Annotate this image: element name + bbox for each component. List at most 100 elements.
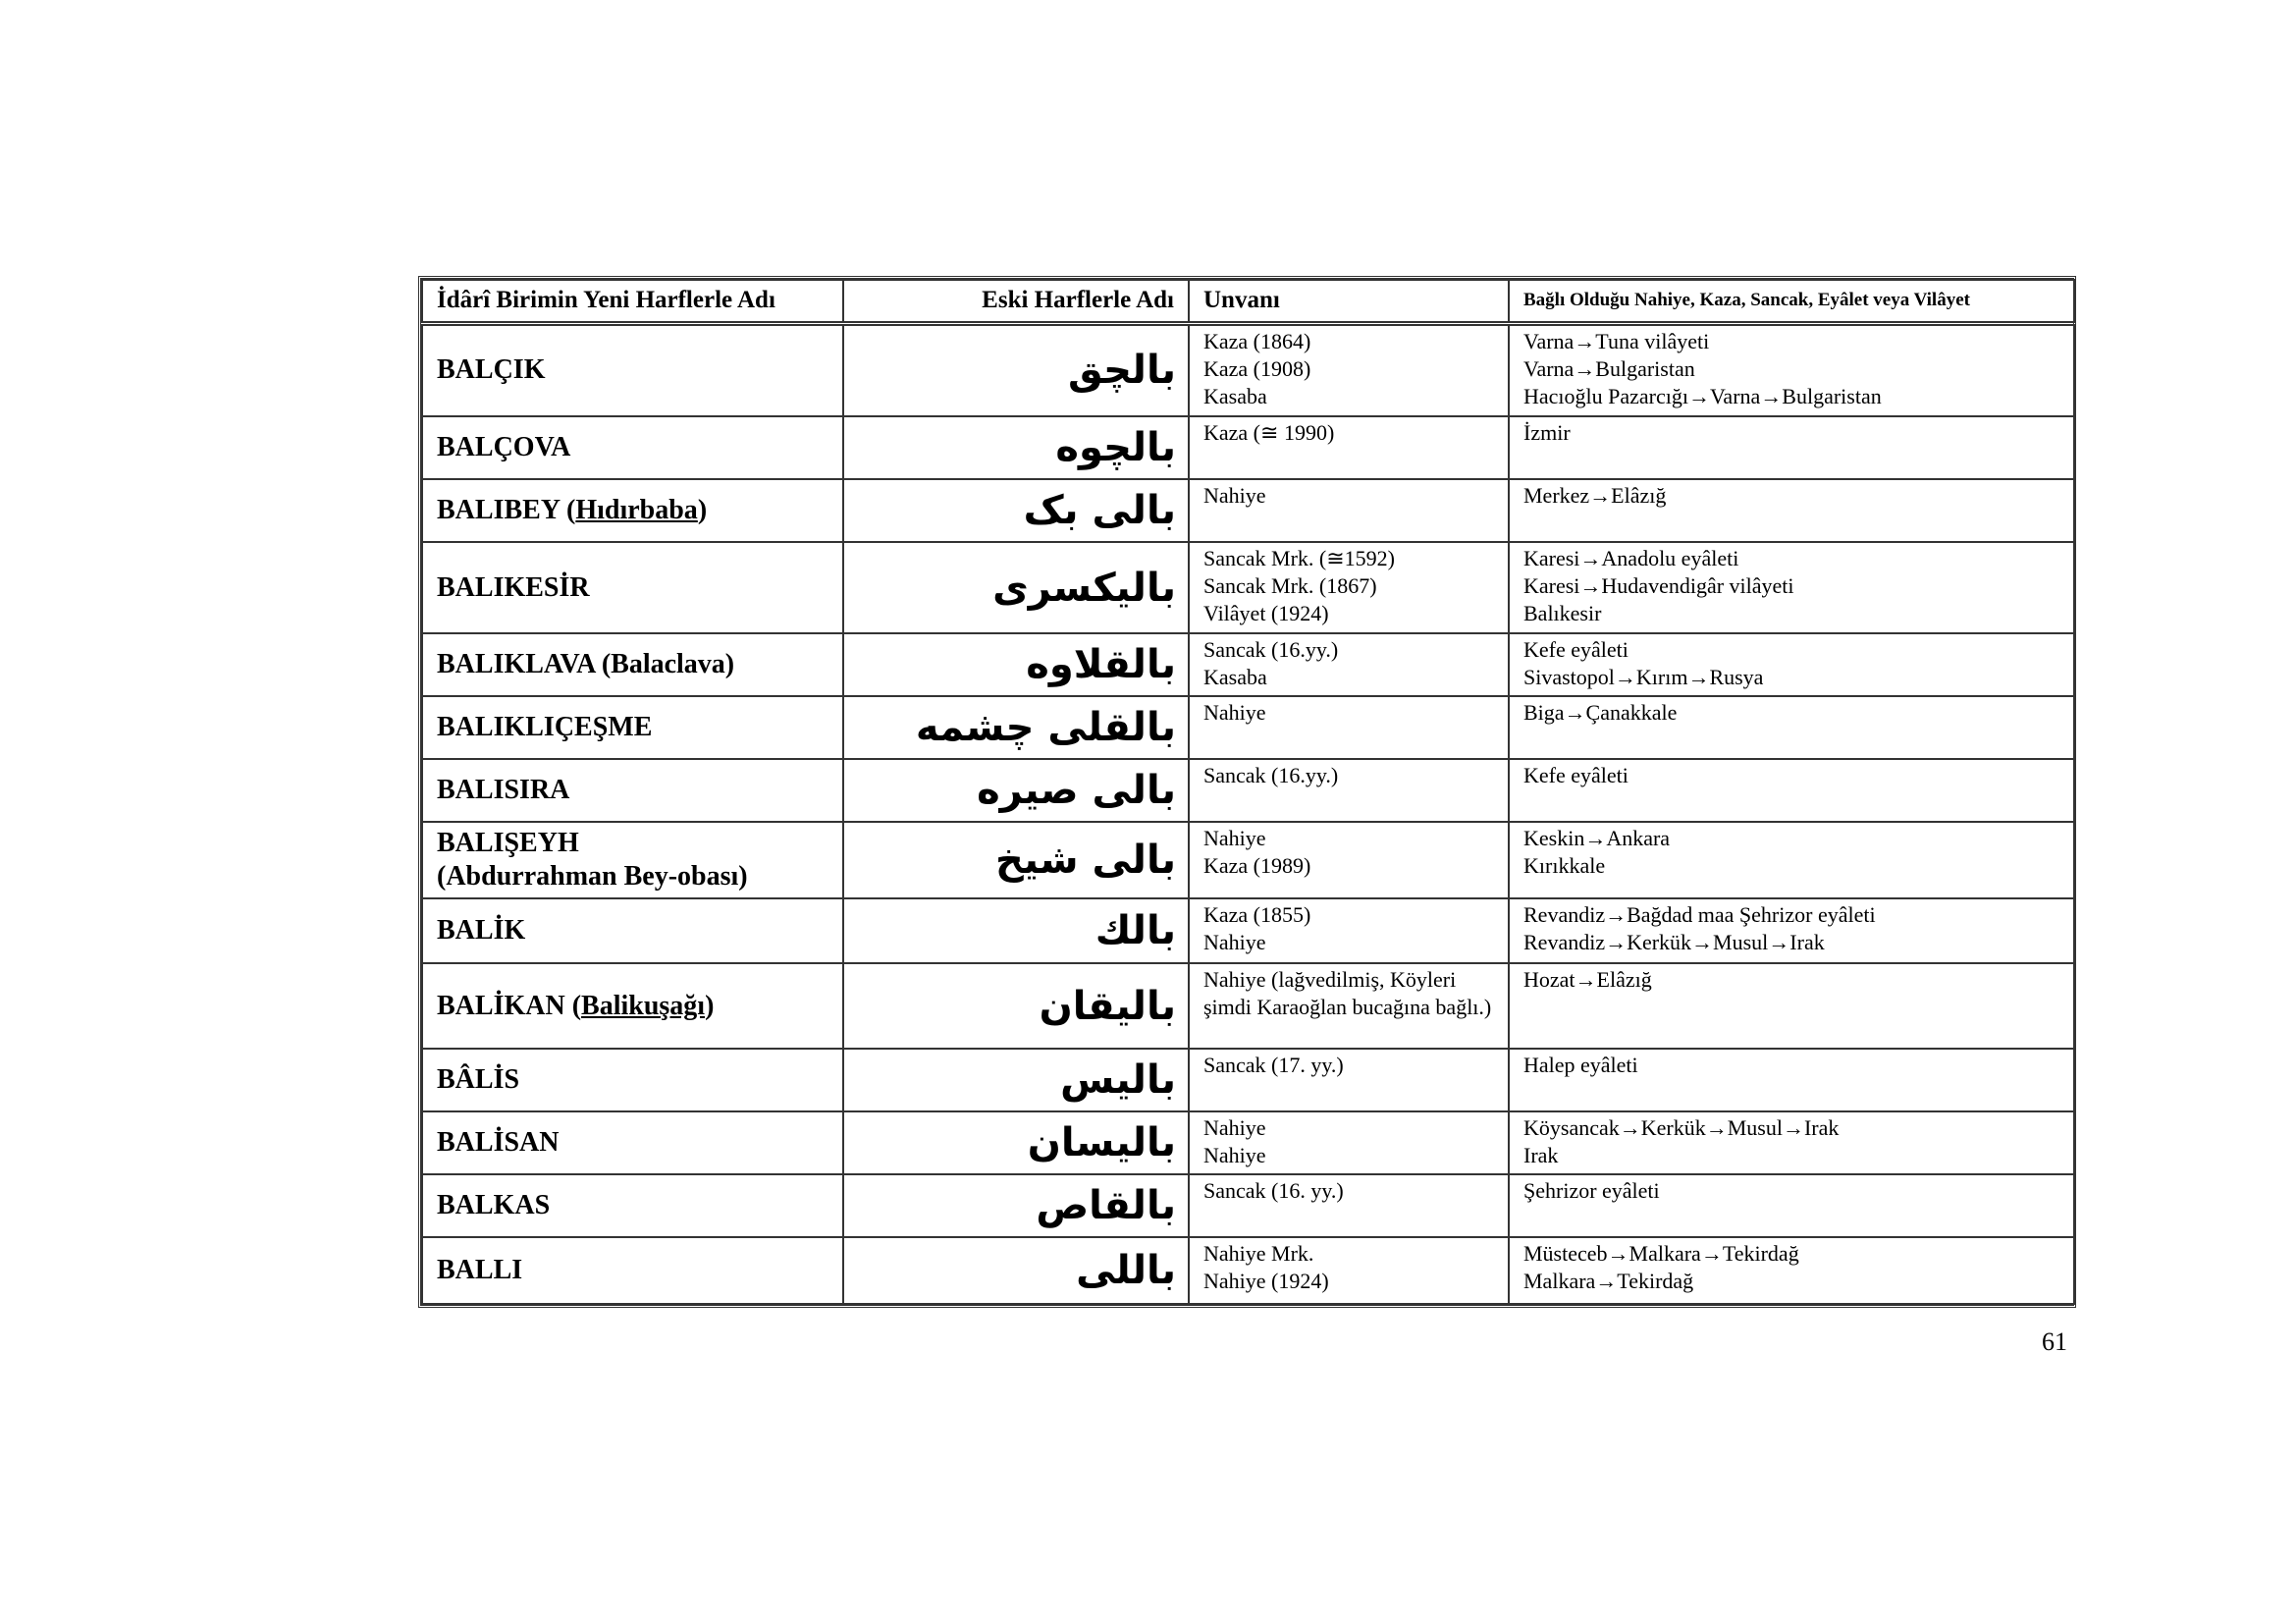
title-cell: Sancak (16. yy.) <box>1188 1173 1510 1238</box>
affiliation-line: Revandiz→Kerkük→Musul→Irak <box>1523 930 1825 954</box>
header-title: Unvanı <box>1188 279 1510 326</box>
affiliation-line: Keskin→Ankara <box>1523 826 1671 850</box>
place-name: BALİKAN ( <box>437 990 582 1021</box>
title-line: Sancak Mrk. (≅1592) <box>1203 546 1396 570</box>
place-name: BALISIRA <box>437 775 570 805</box>
alternate-name-end: ) <box>697 495 708 525</box>
table-row: BALLI باللی Nahiye Mrk. Nahiye (1924) Müstec… <box>421 1236 2075 1305</box>
affiliation-cell: Kefe eyâleti Sivastopol→Kırım→Rusya <box>1508 632 2075 697</box>
affiliation-cell: Kefe eyâleti <box>1508 758 2075 823</box>
table-row: BALIŞEYH (Abdurrahman Bey-obası) بالی شیخ N… <box>421 821 2075 899</box>
affiliation-cell: Biga→Çanakkale <box>1508 695 2075 760</box>
affiliation-line: Kefe eyâleti <box>1523 637 1629 662</box>
page-number: 61 <box>2042 1327 2067 1356</box>
arabic-name: بالقلی چشمه <box>915 705 1176 750</box>
title-cell: Nahiye Kaza (1989) <box>1188 821 1510 899</box>
affiliation-line: İzmir <box>1523 420 1571 445</box>
alternate-name-end: ) <box>705 990 715 1021</box>
new-name-cell: BALÇIK <box>421 322 844 417</box>
arabic-name: بالچوه <box>1055 425 1176 470</box>
arabic-name: باللی <box>1076 1248 1176 1293</box>
header-row: İdârî Birimin Yeni Harflerle Adı Eski Ha… <box>421 279 2075 326</box>
arabic-name: بالیس <box>1060 1057 1176 1103</box>
title-line: Kaza (1864) <box>1203 328 1311 353</box>
place-name: BALIKESİR <box>437 571 590 603</box>
old-name-cell: بالیکسری <box>842 541 1190 634</box>
title-line: Sancak (16. yy.) <box>1203 1178 1344 1203</box>
title-cell: Nahiye <box>1188 478 1510 543</box>
old-name-cell: بالیس <box>842 1048 1190 1112</box>
title-line: Nahiye <box>1203 700 1266 725</box>
arabic-name: بالی صیره <box>977 768 1176 813</box>
new-name-cell: BALIKLAVA (Balaclava) <box>421 632 844 697</box>
header-old-name: Eski Harflerle Adı <box>842 279 1190 326</box>
affiliation-cell: Müsteceb→Malkara→Tekirdağ Malkara→Tekirda… <box>1508 1236 2075 1305</box>
table-row: BALISIRA بالی صیره Sancak (16.yy.) Kefe eyâ… <box>421 758 2075 823</box>
affiliation-line: Hozat→Elâzığ <box>1523 967 1652 992</box>
affiliation-line: Karesi→Hudavendigâr vilâyeti <box>1523 573 1794 598</box>
arabic-name: بالچق <box>1068 348 1176 394</box>
arabic-name: بالیسان <box>1027 1120 1176 1165</box>
title-line: Nahiye (1924) <box>1203 1269 1329 1293</box>
affiliation-cell: Merkez→Elâzığ <box>1508 478 2075 543</box>
affiliation-cell: Karesi→Anadolu eyâleti Karesi→Hudavendigâ… <box>1508 541 2075 634</box>
affiliation-line: Varna→Tuna vilâyeti <box>1523 328 1710 353</box>
title-cell: Kaza (≅ 1990) <box>1188 415 1510 480</box>
affiliation-cell: Varna→Tuna vilâyeti Varna→Bulgaristan Hacı… <box>1508 322 2075 417</box>
gazetteer-table-wrapper: İdârî Birimin Yeni Harflerle Adı Eski Ha… <box>418 276 2076 1308</box>
title-line: Kaza (≅ 1990) <box>1203 420 1335 445</box>
table-row: BALIKLAVA (Balaclava) بالقلاوه Sancak (16.… <box>421 632 2075 697</box>
arabic-name: بالی بک <box>1023 488 1176 533</box>
new-name-cell: BALLI <box>421 1236 844 1305</box>
old-name-cell: بالیسان <box>842 1110 1190 1175</box>
title-line: Nahiye Mrk. <box>1203 1241 1314 1266</box>
place-name: BALÇOVA <box>437 432 571 462</box>
place-name: BÂLİS <box>437 1064 520 1095</box>
new-name-cell: BALIŞEYH (Abdurrahman Bey-obası) <box>421 821 844 899</box>
title-line: Kaza (1908) <box>1203 355 1311 381</box>
table-row: BALKAS بالقاص Sancak (16. yy.) Şehrizor eyâ… <box>421 1173 2075 1238</box>
affiliation-line: Biga→Çanakkale <box>1523 700 1678 725</box>
title-line: Kaza (1855) <box>1203 902 1311 927</box>
affiliation-line: Hacıoğlu Pazarcığı→Varna→Bulgaristan <box>1523 383 1882 408</box>
affiliation-line: Karesi→Anadolu eyâleti <box>1523 546 1739 570</box>
affiliation-cell: Hozat→Elâzığ <box>1508 962 2075 1050</box>
alternate-name: Hıdırbaba <box>575 495 698 525</box>
old-name-cell: بالیقان <box>842 962 1190 1050</box>
title-line: Sancak Mrk. (1867) <box>1203 573 1377 598</box>
table-row: BÂLİS بالیس Sancak (17. yy.) Halep eyâleti <box>421 1048 2075 1112</box>
affiliation-line: Balıkesir <box>1523 601 1602 625</box>
old-name-cell: باللی <box>842 1236 1190 1305</box>
alternate-name: Balikuşağı <box>581 990 706 1021</box>
old-name-cell: بالی بک <box>842 478 1190 543</box>
affiliation-line: Revandiz→Bağdad maa Şehrizor eyâleti <box>1523 902 1876 927</box>
title-line: Vilâyet (1924) <box>1203 601 1329 625</box>
affiliation-cell: İzmir <box>1508 415 2075 480</box>
new-name-cell: BÂLİS <box>421 1048 844 1112</box>
new-name-cell: BALIKESİR <box>421 541 844 634</box>
title-line: Sancak (16.yy.) <box>1203 637 1339 662</box>
arabic-name: بالقاص <box>1036 1183 1176 1228</box>
place-name-alt: (Abdurrahman Bey-obası) <box>437 861 748 892</box>
old-name-cell: بالقلاوه <box>842 632 1190 697</box>
title-line: Nahiye <box>1203 930 1266 954</box>
affiliation-line: Sivastopol→Kırım→Rusya <box>1523 665 1764 689</box>
title-line: Kasaba <box>1203 665 1267 689</box>
place-name: BALIKLIÇEŞME <box>437 712 653 742</box>
new-name-cell: BALISIRA <box>421 758 844 823</box>
old-name-cell: بالچق <box>842 322 1190 417</box>
gazetteer-table: İdârî Birimin Yeni Harflerle Adı Eski Ha… <box>421 279 2075 1305</box>
arabic-name: بالی شیخ <box>995 838 1176 883</box>
old-name-cell: بالچوه <box>842 415 1190 480</box>
title-cell: Nahiye Nahiye <box>1188 1110 1510 1175</box>
arabic-name: بالیکسری <box>992 565 1176 611</box>
title-line: Sancak (17. yy.) <box>1203 1053 1344 1077</box>
title-line: Kasaba <box>1203 383 1267 408</box>
place-name: BALKAS <box>437 1190 551 1220</box>
title-line: Nahiye <box>1203 1115 1266 1140</box>
affiliation-line: Kefe eyâleti <box>1523 763 1629 787</box>
affiliation-line: Merkez→Elâzığ <box>1523 483 1667 508</box>
table-row: BALİK بالك Kaza (1855) Nahiye Revandiz→Bağda… <box>421 897 2075 964</box>
title-cell: Sancak Mrk. (≅1592) Sancak Mrk. (1867) Vil… <box>1188 541 1510 634</box>
affiliation-cell: Köysancak→Kerkük→Musul→Irak Irak <box>1508 1110 2075 1175</box>
